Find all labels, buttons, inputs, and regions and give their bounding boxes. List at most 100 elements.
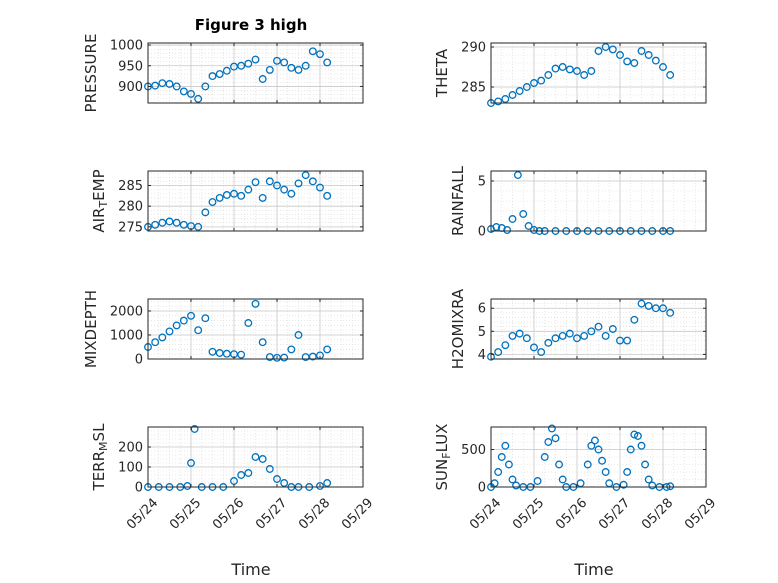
data-point [179, 220, 188, 229]
y-axis-label-part: F [440, 452, 453, 458]
data-point [544, 338, 553, 347]
data-point [172, 321, 181, 330]
data-point [637, 441, 646, 450]
data-point [316, 50, 324, 59]
y-axis-label-part: THETA [433, 48, 451, 98]
data-point [637, 299, 646, 308]
y-tick-label: 4 [478, 348, 486, 363]
data-point [515, 87, 524, 95]
y-tick-label: 1000 [110, 39, 143, 54]
data-point [530, 79, 538, 87]
y-axis-label: SUNFLUX [433, 424, 453, 491]
data-point [623, 57, 632, 66]
data-point [244, 185, 253, 194]
y-axis-label-part: T [97, 201, 110, 209]
data-point [151, 338, 160, 347]
x-tick-label: 05/28 [296, 496, 333, 533]
data-point [258, 455, 267, 463]
y-tick-label: 280 [118, 200, 143, 215]
x-axis-label-right: Time [573, 560, 613, 579]
x-axis-label-left: Time [230, 560, 270, 579]
data-point [280, 185, 289, 194]
y-tick-label: 0 [478, 225, 486, 240]
y-axis-label: MIXDEPTH [82, 290, 100, 368]
data-point [544, 71, 553, 79]
data-point [533, 477, 542, 485]
y-axis-label: H2OMIXRA [449, 288, 467, 369]
data-point [230, 189, 238, 198]
y-tick-label: 950 [118, 59, 143, 74]
axes-sun_flux: 0 500 05/24 05/25 05/26 05/27 05/28 05/29 SUNFLU… [433, 424, 719, 533]
x-tick-label: 05/29 [339, 496, 376, 533]
data-point [594, 445, 603, 454]
data-point [244, 469, 253, 477]
data-point [208, 72, 217, 81]
data-point [273, 475, 281, 483]
data-point [580, 331, 589, 340]
data-point [165, 80, 174, 88]
y-tick-label: 285 [118, 179, 143, 194]
axes-frame [490, 170, 707, 232]
data-point [651, 56, 660, 65]
y-tick-label: 500 [461, 443, 486, 458]
data-point [537, 348, 546, 357]
y-tick-label: 2000 [110, 305, 143, 320]
data-point [601, 331, 610, 340]
axes-rainfall: 0 5 RAINFALL [449, 165, 707, 240]
data-point [501, 341, 510, 350]
data-point [583, 460, 592, 469]
data-point [641, 460, 650, 469]
y-tick-label: 0 [135, 481, 143, 496]
x-tick-label: 05/26 [210, 496, 247, 533]
data-point [540, 453, 549, 461]
data-point [551, 334, 560, 343]
data-point [519, 210, 528, 218]
x-tick-label: 05/28 [639, 496, 676, 533]
data-point [648, 481, 657, 490]
y-axis-label-part: MIXDEPTH [82, 290, 100, 368]
data-point [608, 45, 617, 54]
x-tick-label: 05/25 [167, 496, 204, 533]
data-point [280, 353, 289, 362]
data-point [508, 215, 517, 223]
data-point [601, 43, 610, 51]
axes-theta: 285 290 THETA [433, 41, 707, 107]
data-point [659, 63, 667, 71]
data-point [294, 179, 303, 188]
data-point [558, 475, 567, 484]
data-point [316, 482, 324, 490]
axes-frame [490, 426, 707, 488]
y-axis-label: THETA [433, 48, 451, 98]
data-point [323, 191, 332, 200]
data-point [590, 436, 599, 445]
y-axis-label-part: LUX [433, 424, 451, 453]
data-point [251, 178, 260, 187]
data-point [547, 424, 556, 433]
data-point [598, 456, 607, 465]
y-tick-label: 0 [135, 353, 143, 368]
data-point [258, 193, 267, 202]
y-tick-label: 6 [478, 302, 486, 317]
data-point [594, 322, 603, 331]
data-point [544, 438, 553, 446]
data-point [551, 434, 560, 443]
data-point [251, 453, 260, 461]
data-point [623, 336, 632, 345]
data-point [165, 217, 174, 226]
data-point [323, 345, 332, 354]
data-point [633, 432, 642, 440]
data-point [513, 171, 522, 179]
data-point [280, 58, 289, 67]
data-point [573, 67, 581, 75]
data-point [237, 191, 246, 200]
data-point [666, 308, 675, 317]
data-point [594, 47, 603, 55]
data-point [208, 347, 217, 356]
axes-frame [147, 42, 364, 104]
data-point [258, 75, 267, 83]
y-axis-label: PRESSURE [82, 34, 100, 113]
data-point [644, 475, 653, 484]
data-point [187, 89, 195, 98]
y-tick-label: 200 [118, 441, 143, 456]
data-point [194, 94, 203, 103]
